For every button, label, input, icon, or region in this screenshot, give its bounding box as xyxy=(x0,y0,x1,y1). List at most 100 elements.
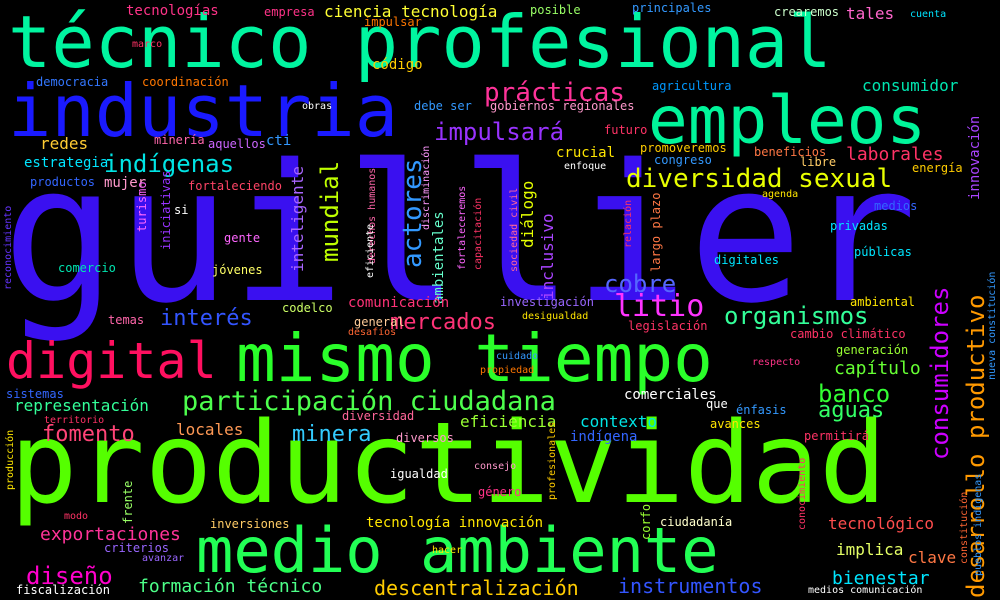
cloud-word: fortaleceremos xyxy=(457,185,468,270)
cloud-word: mujer xyxy=(104,175,147,191)
cloud-word: comunicación xyxy=(348,295,450,311)
cloud-word: innovación xyxy=(967,115,983,200)
cloud-word: desafíos xyxy=(348,327,397,338)
cloud-word: permitirá xyxy=(804,429,870,443)
cloud-word: criterios xyxy=(104,541,170,555)
cloud-word: industria xyxy=(8,69,399,153)
cloud-word: exportaciones xyxy=(40,524,181,545)
cloud-word: temas xyxy=(108,313,145,327)
cloud-word: coordinación xyxy=(142,75,229,89)
cloud-word: codelco xyxy=(282,301,333,315)
cloud-word: profesionales xyxy=(547,421,558,500)
cloud-word: principales xyxy=(632,1,712,15)
cloud-word: respecto xyxy=(752,357,801,368)
cloud-word: clave xyxy=(908,548,957,567)
cloud-word: diversidad sexual xyxy=(626,164,893,194)
cloud-word: minería xyxy=(154,133,205,147)
cloud-word: si xyxy=(174,203,189,217)
cloud-word: aquellos xyxy=(208,137,266,151)
cloud-word: largo plazo xyxy=(649,192,663,272)
cloud-word: congreso xyxy=(654,153,712,167)
cloud-word: gente xyxy=(224,231,261,245)
cloud-word: cuidado xyxy=(496,351,539,362)
cloud-word: territorio xyxy=(44,415,105,426)
cloud-word: capítulo xyxy=(834,358,921,379)
cloud-word: gobiernos regionales xyxy=(490,99,635,113)
cloud-word: constitución xyxy=(959,491,970,564)
cloud-word: litio xyxy=(614,289,705,324)
cloud-word: conocimiento xyxy=(797,457,808,530)
cloud-word: digitales xyxy=(714,253,780,267)
cloud-word: cti xyxy=(266,133,292,149)
cloud-word: ciudadanía xyxy=(660,515,733,529)
cloud-word: diseño xyxy=(26,562,113,590)
cloud-word: banco xyxy=(818,380,891,408)
cloud-word: inteligente xyxy=(288,166,307,272)
cloud-word: nueva constitución xyxy=(987,271,998,380)
cloud-word: fortaleciendo xyxy=(188,179,282,193)
cloud-word: instrumentos xyxy=(618,574,763,598)
cloud-word: legislación xyxy=(628,319,708,333)
cloud-word: ambiental xyxy=(850,295,916,309)
cloud-word: enfoque xyxy=(564,161,607,172)
cloud-word: implica xyxy=(836,540,904,559)
cloud-word: democracia xyxy=(36,75,109,89)
cloud-word: tales xyxy=(846,4,895,23)
cloud-word: privadas xyxy=(830,219,888,233)
cloud-word: diálogo xyxy=(518,180,537,248)
cloud-word: diversos xyxy=(396,431,454,445)
cloud-word: técnico profesional xyxy=(8,0,832,84)
cloud-word: medios xyxy=(874,199,918,213)
cloud-word: iniciativas xyxy=(159,170,173,250)
cloud-word: avances xyxy=(710,417,761,431)
cloud-word: sistemas xyxy=(6,387,64,401)
cloud-word: obras xyxy=(302,101,333,112)
cloud-word: tecnológico xyxy=(828,514,934,533)
cloud-word: consejo xyxy=(474,461,517,472)
cloud-word: promoveremos xyxy=(640,141,727,155)
cloud-word: medio ambiente xyxy=(196,514,719,587)
cloud-word: impulsar xyxy=(364,15,422,29)
cloud-word: capacitación xyxy=(473,197,484,270)
cloud-word: generación xyxy=(836,343,909,357)
cloud-word: tecnologías xyxy=(126,3,219,19)
cloud-word: interés xyxy=(160,306,253,331)
cloud-word: mismo tiempo xyxy=(236,320,713,397)
cloud-word: digital xyxy=(6,332,217,390)
cloud-word: énfasis xyxy=(736,403,787,417)
cloud-word: cobre xyxy=(604,270,677,298)
cloud-word: estrategia xyxy=(24,155,109,171)
cloud-word: ambientales xyxy=(431,211,447,304)
cloud-word: turismo xyxy=(135,181,149,232)
cloud-word: frente xyxy=(121,480,135,524)
cloud-word: redes xyxy=(40,134,89,153)
cloud-word: guillier xyxy=(2,124,918,345)
cloud-word: fiscalización xyxy=(16,583,110,597)
cloud-word: indígenas xyxy=(104,150,235,178)
cloud-word: representación xyxy=(14,396,149,415)
cloud-word: energía xyxy=(912,161,963,175)
cloud-word: indígena xyxy=(570,429,638,445)
cloud-word: empresa xyxy=(264,5,315,19)
cloud-word: beneficios xyxy=(754,145,827,159)
cloud-word: laborales xyxy=(846,144,944,165)
cloud-word: comerciales xyxy=(624,387,717,403)
cloud-word: descentralización xyxy=(374,576,579,600)
cloud-word: código xyxy=(372,57,423,73)
cloud-word: eficiencia xyxy=(460,412,557,431)
cloud-word: igualdad xyxy=(390,467,448,481)
cloud-word: investigación xyxy=(500,295,594,309)
cloud-word: posible xyxy=(530,3,581,17)
cloud-word: medios comunicación xyxy=(808,585,923,596)
cloud-word: hacer xyxy=(432,545,463,556)
cloud-word: producción xyxy=(5,429,16,490)
cloud-word: agricultura xyxy=(652,79,732,93)
cloud-word: diversidad xyxy=(342,409,415,423)
cloud-word: productividad xyxy=(10,399,887,529)
cloud-word: cuenta xyxy=(910,9,947,20)
cloud-word: minera xyxy=(292,422,372,447)
cloud-word: cambio climático xyxy=(790,327,906,341)
cloud-word: tecnología innovación xyxy=(366,515,544,531)
cloud-word: jóvenes xyxy=(212,263,263,277)
